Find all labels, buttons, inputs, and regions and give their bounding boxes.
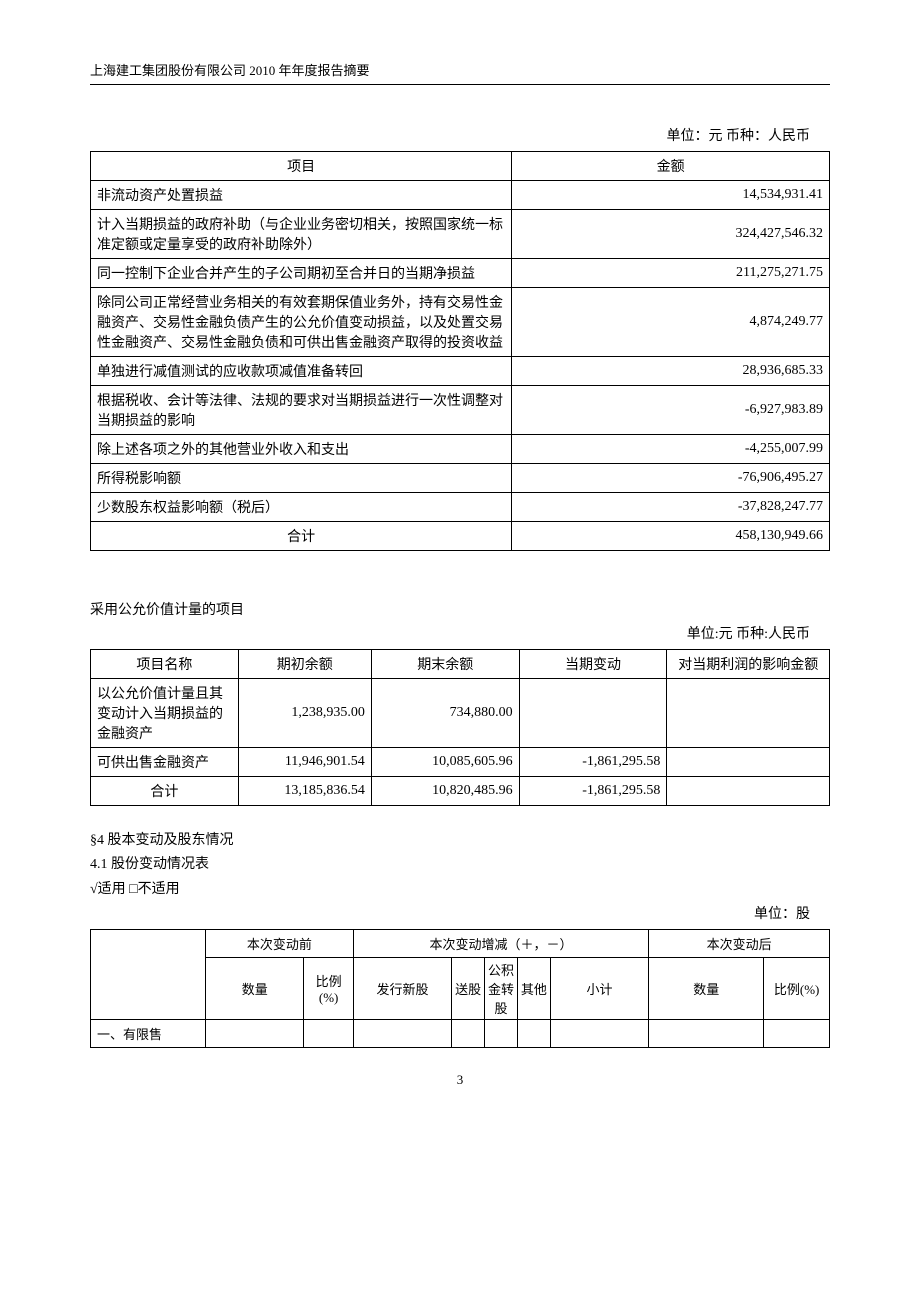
table-group-header-row: 本次变动前 本次变动增减（＋，－） 本次变动后 [91,930,830,958]
row-value: -4,255,007.99 [512,435,830,464]
row-label: 根据税收、会计等法律、法规的要求对当期损益进行一次性调整对当期损益的影响 [91,386,512,435]
total-label: 合计 [91,522,512,551]
cell-value: 734,880.00 [371,679,519,748]
col-header-begin: 期初余额 [238,650,371,679]
table2-unit: 单位:元 币种:人民币 [90,623,830,643]
col-header-change: 当期变动 [519,650,667,679]
table-row: 根据税收、会计等法律、法规的要求对当期损益进行一次性调整对当期损益的影响 -6,… [91,386,830,435]
table1-unit: 单位：元 币种：人民币 [90,125,830,145]
empty-cell [304,1020,353,1048]
cell-value [519,679,667,748]
sub-header-qty: 数量 [205,958,304,1020]
empty-cell [764,1020,830,1048]
header-text: 上海建工集团股份有限公司 2010 年年度报告摘要 [90,63,370,78]
total-value: 13,185,836.54 [238,777,371,806]
sub-header-subtotal: 小计 [550,958,649,1020]
table3-unit: 单位：股 [90,903,830,923]
table-row: 少数股东权益影响额（税后） -37,828,247.77 [91,493,830,522]
row-label: 除同公司正常经营业务相关的有效套期保值业务外，持有交易性金融资产、交易性金融负债… [91,288,512,357]
sub-header-bonus: 送股 [452,958,485,1020]
table-row: 一、有限售 [91,1020,830,1048]
table-header-row: 项目名称 期初余额 期末余额 当期变动 对当期利润的影响金额 [91,650,830,679]
row-label: 可供出售金融资产 [91,748,239,777]
empty-cell [205,1020,304,1048]
table-row: 除同公司正常经营业务相关的有效套期保值业务外，持有交易性金融资产、交易性金融负债… [91,288,830,357]
group-header-before: 本次变动前 [205,930,353,958]
table-header-row: 项目 金额 [91,152,830,181]
table-total-row: 合计 458,130,949.66 [91,522,830,551]
section3-line1: §4 股本变动及股东情况 [90,830,830,852]
cell-value: 1,238,935.00 [238,679,371,748]
cell-value [667,679,830,748]
table-total-row: 合计 13,185,836.54 10,820,485.96 -1,861,29… [91,777,830,806]
row-value: 4,874,249.77 [512,288,830,357]
sub-header-qty2: 数量 [649,958,764,1020]
row-label: 非流动资产处置损益 [91,181,512,210]
sub-header-reserve: 公积金转股 [485,958,518,1020]
row-value: -76,906,495.27 [512,464,830,493]
empty-cell [452,1020,485,1048]
row-label: 少数股东权益影响额（税后） [91,493,512,522]
sub-header-pct: 比例(%) [304,958,353,1020]
non-recurring-items-table: 项目 金额 非流动资产处置损益 14,534,931.41 计入当期损益的政府补… [90,151,830,551]
sub-header-other: 其他 [517,958,550,1020]
row-label: 所得税影响额 [91,464,512,493]
total-value: 10,820,485.96 [371,777,519,806]
col-header-end: 期末余额 [371,650,519,679]
row-label: 除上述各项之外的其他营业外收入和支出 [91,435,512,464]
empty-cell [485,1020,518,1048]
table-row: 同一控制下企业合并产生的子公司期初至合并日的当期净损益 211,275,271.… [91,259,830,288]
table-row: 单独进行减值测试的应收款项减值准备转回 28,936,685.33 [91,357,830,386]
cell-value: -1,861,295.58 [519,748,667,777]
empty-cell [649,1020,764,1048]
table-row: 除上述各项之外的其他营业外收入和支出 -4,255,007.99 [91,435,830,464]
group-header-after: 本次变动后 [649,930,830,958]
empty-cell [550,1020,649,1048]
row-value: -6,927,983.89 [512,386,830,435]
row-value: -37,828,247.77 [512,493,830,522]
row-label: 以公允价值计量且其变动计入当期损益的金融资产 [91,679,239,748]
cell-value: 10,085,605.96 [371,748,519,777]
row-value: 324,427,546.32 [512,210,830,259]
row-label: 计入当期损益的政府补助（与企业业务密切相关，按照国家统一标准定额或定量享受的政府… [91,210,512,259]
col-header-amount: 金额 [512,152,830,181]
fair-value-table: 项目名称 期初余额 期末余额 当期变动 对当期利润的影响金额 以公允价值计量且其… [90,649,830,806]
table-row: 非流动资产处置损益 14,534,931.41 [91,181,830,210]
row-value: 28,936,685.33 [512,357,830,386]
table-row: 以公允价值计量且其变动计入当期损益的金融资产 1,238,935.00 734,… [91,679,830,748]
row-label: 同一控制下企业合并产生的子公司期初至合并日的当期净损益 [91,259,512,288]
table-row: 计入当期损益的政府补助（与企业业务密切相关，按照国家统一标准定额或定量享受的政府… [91,210,830,259]
row-value: 211,275,271.75 [512,259,830,288]
col-header-item: 项目 [91,152,512,181]
share-change-table: 本次变动前 本次变动增减（＋，－） 本次变动后 数量 比例(%) 发行新股 送股… [90,929,830,1048]
row-label: 一、有限售 [91,1020,206,1048]
cell-value: 11,946,901.54 [238,748,371,777]
group-header-change: 本次变动增减（＋，－） [353,930,649,958]
section3-line3: √适用 □不适用 [90,879,830,901]
section3-line2: 4.1 股份变动情况表 [90,854,830,876]
col-header-impact: 对当期利润的影响金额 [667,650,830,679]
sub-header-pct2: 比例(%) [764,958,830,1020]
empty-cell [353,1020,452,1048]
section2-title: 采用公允价值计量的项目 [90,599,830,619]
col-header-name: 项目名称 [91,650,239,679]
table-row: 所得税影响额 -76,906,495.27 [91,464,830,493]
page-number: 3 [90,1072,830,1088]
blank-cell [91,930,206,1020]
sub-header-new-issue: 发行新股 [353,958,452,1020]
row-value: 14,534,931.41 [512,181,830,210]
cell-value [667,748,830,777]
total-label: 合计 [91,777,239,806]
row-label: 单独进行减值测试的应收款项减值准备转回 [91,357,512,386]
total-value [667,777,830,806]
empty-cell [517,1020,550,1048]
table-row: 可供出售金融资产 11,946,901.54 10,085,605.96 -1,… [91,748,830,777]
page-header: 上海建工集团股份有限公司 2010 年年度报告摘要 [90,60,830,85]
total-value: -1,861,295.58 [519,777,667,806]
total-value: 458,130,949.66 [512,522,830,551]
